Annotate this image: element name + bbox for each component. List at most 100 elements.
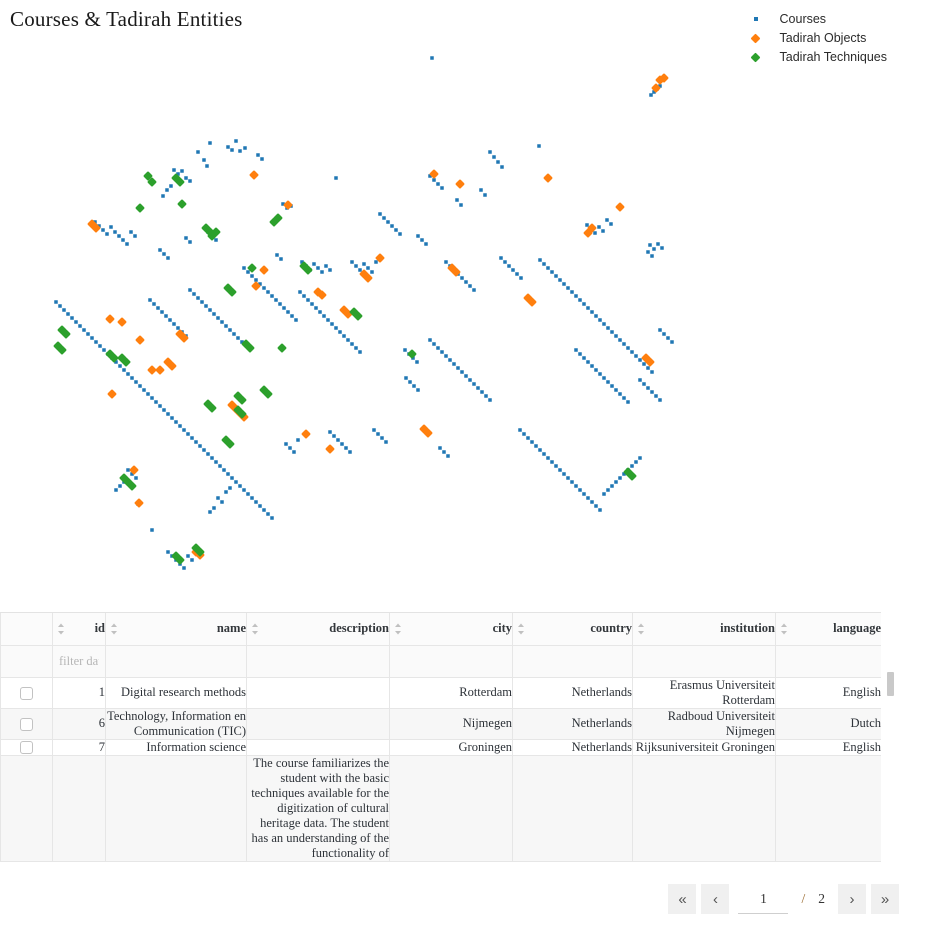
data-point[interactable] (638, 358, 642, 362)
data-point[interactable] (642, 382, 646, 386)
data-point[interactable] (266, 290, 270, 294)
th-id[interactable]: id (52, 613, 106, 646)
data-point[interactable] (602, 376, 606, 380)
data-point[interactable] (300, 260, 304, 264)
data-point[interactable] (143, 171, 153, 181)
data-point[interactable] (260, 157, 264, 161)
data-point[interactable] (574, 348, 578, 352)
data-point[interactable] (182, 428, 186, 432)
data-point[interactable] (650, 390, 654, 394)
scatter-plot-canvas[interactable] (0, 0, 935, 600)
data-point[interactable] (582, 302, 586, 306)
data-point[interactable] (208, 141, 212, 145)
data-point[interactable] (500, 165, 504, 169)
data-point[interactable] (134, 476, 138, 480)
data-point[interactable] (652, 90, 656, 94)
data-point[interactable] (238, 149, 242, 153)
data-point[interactable] (98, 344, 102, 348)
th-institution[interactable]: institution (632, 613, 776, 646)
data-point[interactable] (250, 274, 254, 278)
data-point[interactable] (562, 472, 566, 476)
data-point[interactable] (230, 476, 234, 480)
data-point[interactable] (606, 380, 610, 384)
data-point[interactable] (602, 492, 606, 496)
data-point[interactable] (129, 465, 139, 475)
data-point[interactable] (290, 314, 294, 318)
data-point[interactable] (472, 382, 476, 386)
data-point[interactable] (282, 306, 286, 310)
data-point[interactable] (262, 286, 266, 290)
data-point[interactable] (526, 436, 530, 440)
data-point[interactable] (318, 310, 322, 314)
data-point[interactable] (154, 400, 158, 404)
data-point[interactable] (224, 324, 228, 328)
sort-icon[interactable] (780, 623, 788, 635)
data-point[interactable] (251, 281, 261, 291)
data-point[interactable] (496, 160, 500, 164)
data-point[interactable] (237, 395, 247, 405)
sort-icon[interactable] (251, 623, 259, 635)
data-point[interactable] (156, 306, 160, 310)
data-point[interactable] (66, 312, 70, 316)
data-point[interactable] (245, 343, 255, 353)
data-point[interactable] (90, 336, 94, 340)
data-point[interactable] (277, 343, 287, 353)
data-point[interactable] (162, 408, 166, 412)
data-point[interactable] (194, 440, 198, 444)
data-point[interactable] (646, 366, 650, 370)
data-point[interactable] (334, 326, 338, 330)
data-point[interactable] (444, 260, 448, 264)
data-point[interactable] (214, 460, 218, 464)
data-point[interactable] (660, 246, 664, 250)
data-point[interactable] (455, 198, 459, 202)
data-point[interactable] (546, 456, 550, 460)
data-point[interactable] (518, 428, 522, 432)
data-point[interactable] (538, 258, 542, 262)
data-point[interactable] (530, 440, 534, 444)
data-point[interactable] (558, 278, 562, 282)
data-point[interactable] (658, 84, 662, 88)
data-point[interactable] (236, 336, 240, 340)
data-point[interactable] (476, 386, 480, 390)
data-point[interactable] (654, 394, 658, 398)
data-point[interactable] (94, 340, 98, 344)
data-point[interactable] (666, 336, 670, 340)
data-point[interactable] (147, 177, 157, 187)
data-point[interactable] (622, 342, 626, 346)
data-point[interactable] (350, 260, 354, 264)
data-point[interactable] (442, 450, 446, 454)
data-point[interactable] (117, 234, 121, 238)
data-point[interactable] (292, 450, 296, 454)
data-point[interactable] (58, 304, 62, 308)
data-point[interactable] (54, 300, 58, 304)
data-point[interactable] (301, 429, 311, 439)
table-row[interactable]: 1 Digital research methods Rotterdam Nether… (0, 677, 881, 709)
data-point[interactable] (237, 409, 247, 419)
sort-icon[interactable] (57, 623, 65, 635)
data-point[interactable] (258, 504, 262, 508)
data-point[interactable] (298, 290, 302, 294)
data-point[interactable] (420, 238, 424, 242)
data-point[interactable] (256, 153, 260, 157)
data-point[interactable] (527, 297, 537, 307)
data-point[interactable] (346, 338, 350, 342)
data-point[interactable] (658, 398, 662, 402)
row-select-cell[interactable] (0, 739, 53, 756)
data-point[interactable] (353, 311, 363, 321)
data-point[interactable] (626, 400, 630, 404)
data-point[interactable] (242, 488, 246, 492)
data-point[interactable] (246, 270, 250, 274)
data-point[interactable] (195, 547, 205, 557)
data-point[interactable] (610, 484, 614, 488)
data-point[interactable] (249, 170, 259, 180)
data-point[interactable] (247, 263, 257, 273)
data-point[interactable] (615, 202, 625, 212)
data-point[interactable] (130, 376, 134, 380)
data-point[interactable] (354, 346, 358, 350)
scrollbar-thumb[interactable] (887, 672, 894, 696)
row-checkbox[interactable] (20, 741, 33, 755)
data-point[interactable] (590, 500, 594, 504)
filter-cell-name[interactable] (105, 645, 247, 678)
data-point[interactable] (205, 164, 209, 168)
data-point[interactable] (606, 326, 610, 330)
